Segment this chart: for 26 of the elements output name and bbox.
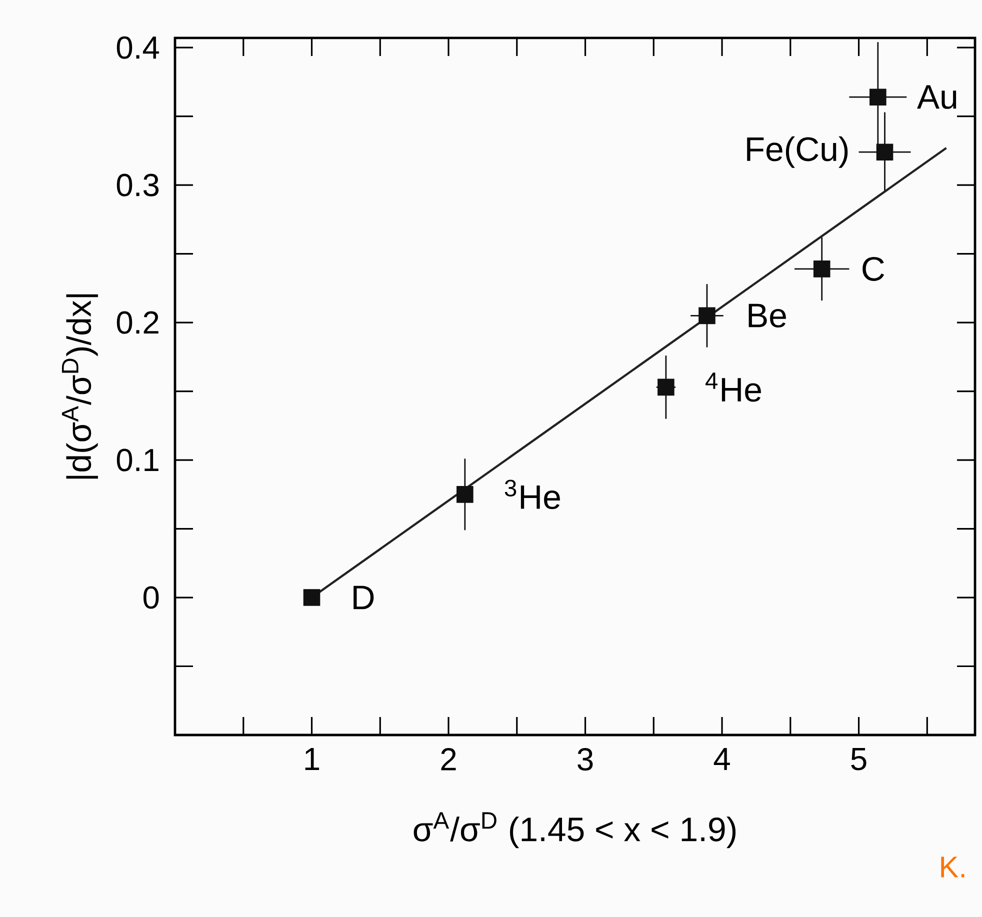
x-tick-label: 4 <box>714 748 730 770</box>
point <box>813 260 830 278</box>
x-tick-label: 5 <box>851 748 866 770</box>
annotation: Fe(Cu) <box>747 136 848 168</box>
y-tick-label: 0.2 <box>116 311 158 334</box>
x-axis-title: σ$^{A}$/σ$^{D}$ (1.45 < x < 1.9) <box>414 812 736 848</box>
annotation: Au <box>917 85 956 109</box>
point <box>698 307 716 324</box>
y-tick-label: 0.3 <box>116 174 159 196</box>
annotation: $^{4}$He <box>706 372 761 402</box>
x-tick-label: 1 <box>305 748 320 770</box>
point <box>456 486 474 503</box>
point <box>876 144 894 160</box>
annotation: C <box>862 256 884 281</box>
y-axis-title: |d(σ$^{A}$/σ$^{D}$)/dx| <box>62 294 98 479</box>
point <box>303 589 320 606</box>
text: K. <box>941 856 964 878</box>
y-tick-label: 0 <box>143 586 159 609</box>
x-tick-label: 3 <box>578 748 593 771</box>
y-tick-label: 0.4 <box>116 36 160 59</box>
annotation: Be <box>748 304 786 328</box>
point <box>870 88 886 106</box>
annotation: D <box>354 586 374 610</box>
y-tick-label: 0.1 <box>116 448 158 472</box>
x-tick-label: 2 <box>441 748 456 770</box>
annotation: $^{3}$He <box>504 480 560 510</box>
